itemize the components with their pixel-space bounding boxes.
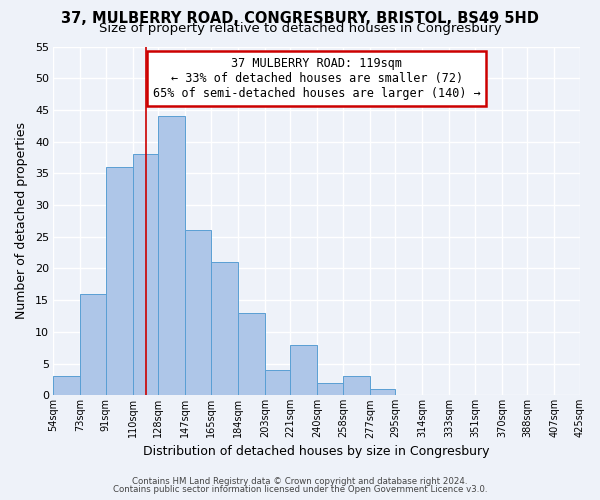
Y-axis label: Number of detached properties: Number of detached properties <box>15 122 28 320</box>
Bar <box>185 230 211 396</box>
Text: Contains HM Land Registry data © Crown copyright and database right 2024.: Contains HM Land Registry data © Crown c… <box>132 477 468 486</box>
Bar <box>265 370 290 396</box>
Text: 37, MULBERRY ROAD, CONGRESBURY, BRISTOL, BS49 5HD: 37, MULBERRY ROAD, CONGRESBURY, BRISTOL,… <box>61 11 539 26</box>
Bar <box>211 262 238 396</box>
Bar <box>290 344 317 396</box>
Bar <box>158 116 185 396</box>
Bar <box>370 389 395 396</box>
Bar <box>53 376 80 396</box>
Bar <box>343 376 370 396</box>
Bar <box>106 167 133 396</box>
Text: Contains public sector information licensed under the Open Government Licence v3: Contains public sector information licen… <box>113 485 487 494</box>
Bar <box>80 294 106 396</box>
Bar <box>133 154 158 396</box>
Bar <box>317 382 343 396</box>
Bar <box>238 313 265 396</box>
X-axis label: Distribution of detached houses by size in Congresbury: Distribution of detached houses by size … <box>143 444 490 458</box>
Text: Size of property relative to detached houses in Congresbury: Size of property relative to detached ho… <box>98 22 502 35</box>
Text: 37 MULBERRY ROAD: 119sqm
← 33% of detached houses are smaller (72)
65% of semi-d: 37 MULBERRY ROAD: 119sqm ← 33% of detach… <box>153 57 481 100</box>
